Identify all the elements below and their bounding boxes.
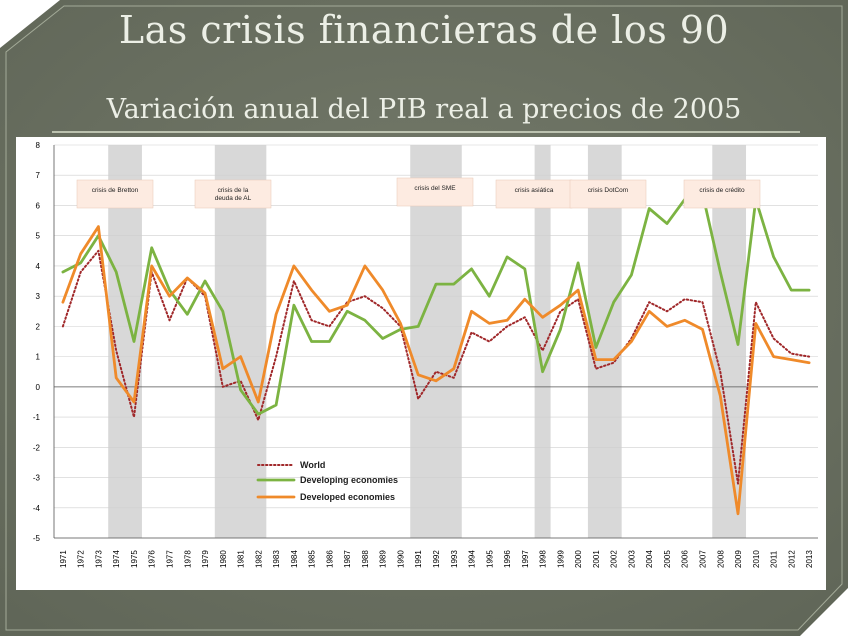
axes: 8 7 6 5 4 3 2 1 0 -1 -2 -3 -4 -5 1971 1972 1973 1974 1975 1… [33, 141, 818, 568]
x-tick-label: 2002 [610, 550, 619, 568]
x-tick-label: 2001 [592, 550, 601, 568]
annotation-box [396, 177, 474, 207]
annotation-label: crisis DotCom [588, 187, 628, 194]
x-tick-label: 1989 [379, 550, 388, 568]
y-tick-label: 1 [36, 353, 41, 362]
x-tick-label: 2005 [663, 550, 672, 568]
y-tick-label: 0 [36, 383, 41, 392]
x-tick-label: 2006 [681, 550, 690, 568]
x-tick-label: 1995 [485, 550, 494, 568]
x-tick-label: 1973 [94, 550, 103, 568]
x-tick-label: 1972 [77, 550, 86, 568]
y-tick-label: 3 [36, 292, 41, 301]
x-tick-label: 1998 [539, 550, 548, 568]
x-tick-label: 1992 [432, 550, 441, 568]
slide-title: Las crisis financieras de los 90 [118, 8, 730, 52]
x-tick-label: 2007 [699, 550, 708, 568]
x-tick-label: 1976 [148, 550, 157, 568]
y-tick-label: -4 [33, 504, 41, 513]
y-tick-label: 5 [36, 232, 41, 241]
legend-label: Developing economies [300, 475, 398, 485]
y-tick-label: -1 [33, 413, 41, 422]
annotation-label: crisis de la [218, 187, 249, 194]
y-tick-label: 6 [36, 201, 41, 210]
x-tick-label: 1983 [272, 550, 281, 568]
series-line [61, 225, 811, 516]
x-tick-label: 1984 [290, 550, 299, 568]
y-tick-label: 8 [36, 141, 41, 150]
x-tick-label: 1997 [521, 550, 530, 568]
x-tick-label: 1988 [361, 550, 370, 568]
legend: World Developing economies Developed econo… [256, 460, 398, 502]
x-tick-label: 1975 [130, 550, 139, 568]
slide-inner-border [5, 5, 843, 631]
x-tick-label: 1987 [343, 550, 352, 568]
x-tick-label: 1982 [254, 550, 263, 568]
annotation-box [76, 179, 154, 209]
y-tick-label: 2 [36, 322, 41, 331]
crisis-band [214, 145, 267, 538]
slide-subtitle: Variación anual del PIB real a precios d… [106, 94, 742, 125]
annotation-label: deuda de AL [215, 195, 252, 202]
x-tick-label: 1993 [450, 550, 459, 568]
y-tick-label: -5 [33, 534, 41, 543]
x-tick-label: 1986 [325, 550, 334, 568]
x-tick-label: 2008 [716, 550, 725, 568]
crisis-band [534, 145, 551, 538]
crisis-band [410, 145, 462, 538]
x-tick-label: 1978 [183, 550, 192, 568]
x-tick-label: 1981 [237, 550, 246, 568]
annotation-box [683, 179, 761, 209]
annotation-box [194, 179, 272, 209]
crisis-band [712, 145, 747, 538]
x-tick-label: 2004 [645, 550, 654, 568]
x-tick-label: 2000 [574, 550, 583, 568]
y-tick-label: -2 [33, 443, 41, 452]
x-tick-label: 1994 [468, 550, 477, 568]
x-tick-label: 2012 [787, 550, 796, 568]
annotation-label: crisis de crédito [699, 187, 745, 194]
crisis-bands [108, 145, 747, 538]
x-tick-label: 1990 [396, 550, 405, 568]
x-tick-label: 2009 [734, 550, 743, 568]
annotation-box [495, 179, 573, 209]
x-tick-label: 1985 [308, 550, 317, 568]
x-tick-label: 1980 [219, 550, 228, 568]
legend-label: Developed economies [300, 492, 395, 502]
x-tick-label: 1999 [556, 550, 565, 568]
y-tick-label: -3 [33, 474, 41, 483]
series-line [61, 249, 811, 485]
x-tick-label: 2003 [627, 550, 636, 568]
x-tick-label: 1977 [165, 550, 174, 568]
annotation-box [569, 179, 647, 209]
x-tick-label: 2013 [805, 550, 814, 568]
x-tick-label: 1996 [503, 550, 512, 568]
x-tick-label: 2010 [752, 550, 761, 568]
y-tick-label: 7 [36, 171, 41, 180]
x-tick-label: 1991 [414, 550, 423, 568]
annotation-label: crisis del SME [414, 185, 456, 192]
legend-label: World [300, 460, 325, 470]
y-tick-label: 4 [36, 262, 41, 271]
x-tick-label: 1974 [112, 550, 121, 568]
x-tick-label: 1979 [201, 550, 210, 568]
x-tick-label: 1971 [59, 550, 68, 568]
annotation-label: crisis de Bretton [92, 187, 139, 194]
x-tick-label: 2011 [770, 550, 779, 568]
annotation-label: crisis asiática [515, 187, 554, 194]
